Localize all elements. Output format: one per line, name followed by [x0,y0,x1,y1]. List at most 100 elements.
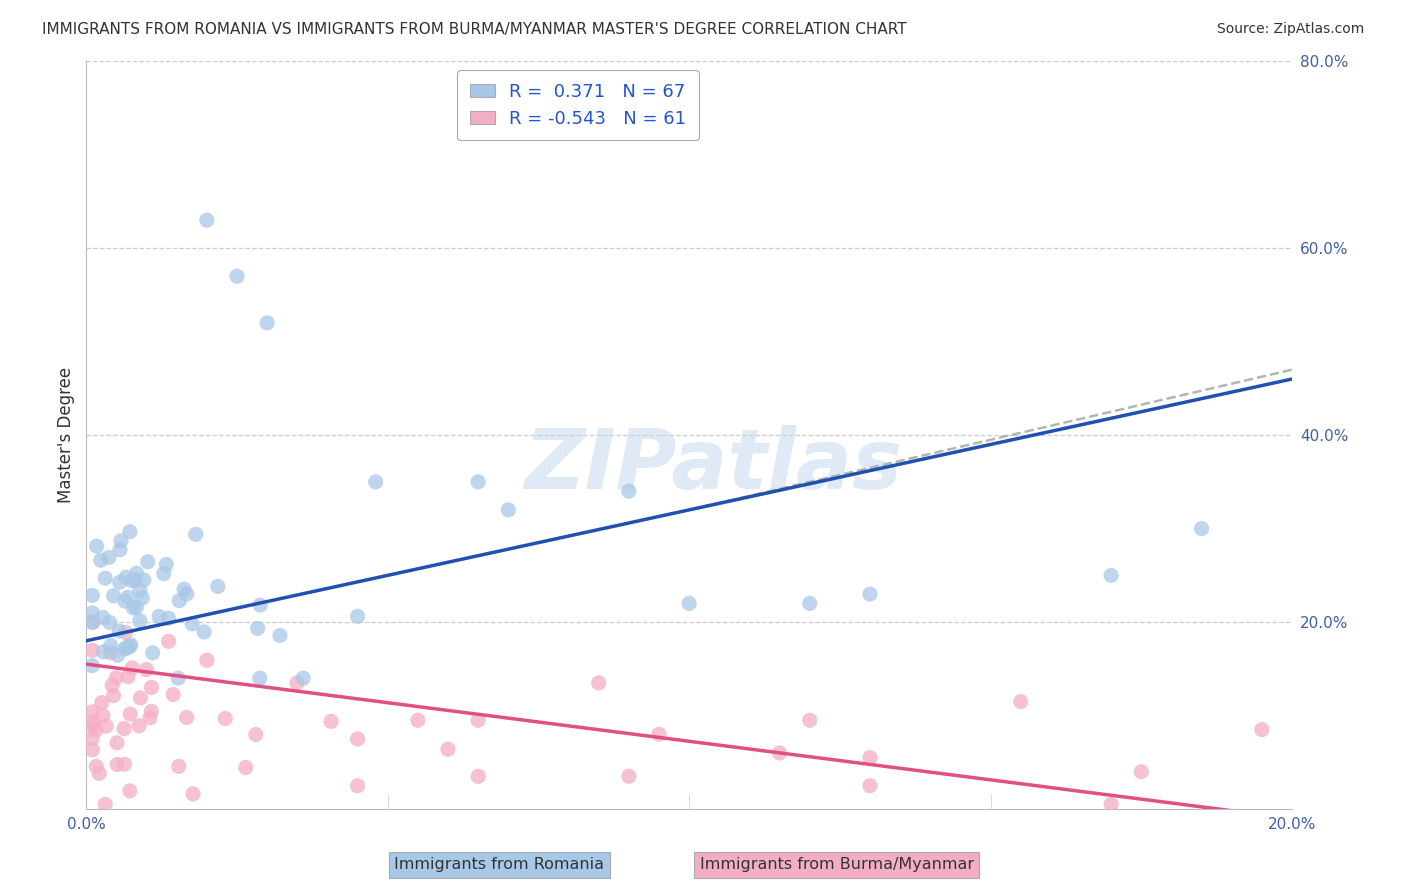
Point [617,484,640,499]
Point [82,615,104,629]
Text: Source: ZipAtlas.com: Source: ZipAtlas.com [1216,22,1364,37]
Point [406,713,429,727]
Point [84,759,107,773]
Point [101,678,124,692]
Point [94,571,117,585]
Point [105,757,128,772]
Point [859,779,882,793]
Text: Immigrants from Burma/Myanmar: Immigrants from Burma/Myanmar [700,857,973,872]
Point [167,671,190,685]
Point [437,742,460,756]
Point [169,593,191,607]
Point [768,746,790,760]
Point [235,760,257,774]
Point [118,524,141,539]
Point [90,696,112,710]
Point [114,641,136,656]
Point [195,653,218,667]
Point [89,766,111,780]
Point [588,676,610,690]
Point [1130,764,1153,779]
Point [1099,568,1122,582]
Text: IMMIGRANTS FROM ROMANIA VS IMMIGRANTS FROM BURMA/MYANMAR MASTER'S DEGREE CORRELA: IMMIGRANTS FROM ROMANIA VS IMMIGRANTS FR… [42,22,907,37]
Point [1010,694,1032,708]
Point [176,710,198,724]
Point [121,661,143,675]
Point [125,566,148,581]
Point [139,711,162,725]
Point [859,587,882,601]
Point [100,639,122,653]
Point [155,558,177,572]
Point [152,566,174,581]
Point [181,616,204,631]
Legend: R =  0.371   N = 67, R = -0.543   N = 61: R = 0.371 N = 67, R = -0.543 N = 61 [457,70,699,140]
Point [115,640,138,655]
Point [82,719,104,733]
Point [82,742,104,756]
Point [131,591,153,606]
Point [112,722,135,736]
Point [100,646,122,660]
Point [110,533,132,548]
Point [214,711,236,725]
Point [94,797,117,812]
Point [120,638,142,652]
Point [82,588,104,602]
Point [285,676,308,690]
Point [467,769,489,783]
Point [346,609,368,624]
Point [193,624,215,639]
Y-axis label: Master's Degree: Master's Degree [58,367,75,503]
Point [82,615,104,630]
Point [249,598,271,612]
Point [157,634,180,648]
Point [176,587,198,601]
Point [162,688,184,702]
Point [82,731,104,746]
Point [249,671,271,685]
Point [108,542,131,557]
Point [91,610,114,624]
Point [118,640,141,654]
Point [173,582,195,597]
Point [91,708,114,723]
Point [799,713,821,727]
Point [132,573,155,587]
Point [128,614,150,628]
Point [117,590,139,604]
Point [648,727,671,741]
Point [1191,522,1213,536]
Point [115,570,138,584]
Point [142,646,165,660]
Point [90,553,112,567]
Point [617,769,640,783]
Point [678,596,700,610]
Point [96,719,118,733]
Point [129,583,152,598]
Point [128,719,150,733]
Point [105,671,128,685]
Point [105,736,128,750]
Point [148,609,170,624]
Point [124,573,146,587]
Point [120,707,142,722]
Point [184,527,207,541]
Point [141,681,163,695]
Point [103,589,125,603]
Point [195,213,218,227]
Point [82,705,104,719]
Point [86,539,108,553]
Point [269,628,291,642]
Point [246,622,269,636]
Point [108,575,131,590]
Point [245,728,267,742]
Point [114,594,136,608]
Point [321,714,343,729]
Point [103,689,125,703]
Point [129,690,152,705]
Point [122,600,145,615]
Point [1250,723,1272,737]
Point [141,704,163,718]
Point [181,787,204,801]
